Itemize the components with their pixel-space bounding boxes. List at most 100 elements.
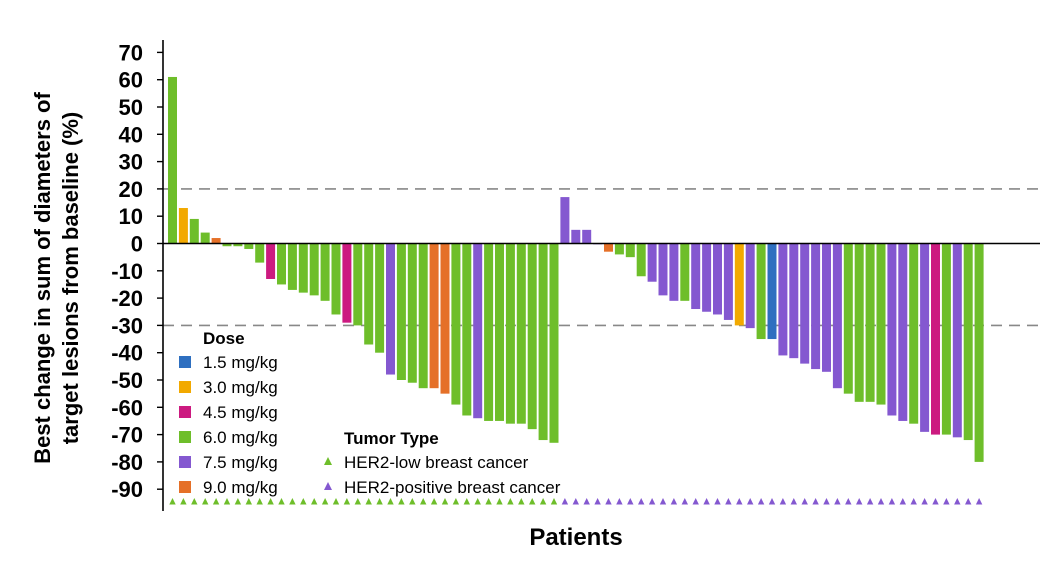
bar [898,243,908,421]
y-tick-label: -30 [111,313,143,338]
bars-group [168,76,984,462]
tumor-type-marker [169,498,176,505]
bar [342,243,352,323]
tumor-type-marker [223,498,231,505]
bar [952,243,962,438]
tumor-type-marker [681,498,688,505]
tumor-type-marker [420,498,427,505]
bar [604,243,613,252]
y-axis-label-line1: Best change in sum of diameters of [30,92,55,464]
y-tick-label: 40 [119,122,143,147]
tumor-type-marker [856,498,863,505]
bar [832,243,842,389]
bar [168,76,177,244]
bar [473,243,483,419]
tumor-type-marker [605,498,612,505]
tumor-type-marker [430,498,438,505]
y-tick-label: -10 [111,259,143,284]
tumor-type-marker [703,498,710,505]
tumor-type-marker [452,498,460,505]
y-tick-label: -40 [111,341,143,366]
bar [756,243,766,340]
tumor-type-marker [572,498,579,505]
tumor-type-marker [627,498,634,505]
tumor-type-marker [932,498,939,505]
tumor-type-marker [234,498,242,505]
tumor-type-marker [877,498,885,505]
y-tick-label: 0 [131,232,143,257]
tumor-type-markers [169,498,983,505]
dose-legend-label: 4.5 mg/kg [203,403,278,422]
tumor-legend-label: HER2-positive breast cancer [344,478,561,497]
dose-legend-label: 6.0 mg/kg [203,428,278,447]
bar [811,243,821,370]
bar [396,243,406,380]
bar [244,243,254,249]
y-axis-label-line2: target lesions from baseline (%) [58,112,83,445]
bar [222,243,232,247]
bar [255,243,265,263]
bar [571,229,581,244]
tumor-type-marker [256,498,263,505]
tumor-type-marker [441,498,449,505]
bar [484,243,494,421]
tumor-type-marker [409,498,416,505]
tumor-type-marker [202,498,209,505]
tumor-type-marker [191,498,198,505]
tumor-type-marker [812,498,819,505]
bar [266,243,276,279]
bar [614,243,624,255]
bar [582,229,592,244]
dose-legend-swatch [179,381,191,393]
tumor-type-marker [910,498,917,505]
bar [909,243,919,424]
bar [920,243,930,432]
bar [658,243,668,296]
bar [669,243,679,301]
dose-legend-swatch [179,406,191,418]
bar [309,243,319,296]
bar [495,243,504,421]
bar [636,243,646,277]
bar [287,243,297,290]
tumor-type-legend: Tumor Type HER2-low breast cancer HER2-po… [324,429,561,497]
bar [527,243,537,430]
tumor-type-marker [975,498,983,505]
tumor-type-marker [736,498,743,505]
tumor-type-marker [616,498,623,505]
x-axis-label: Patients [529,524,622,551]
bar [876,243,886,405]
dose-legend-title: Dose [203,329,245,348]
tumor-type-marker [594,498,601,505]
tumor-type-marker [965,498,972,505]
tumor-type-marker [289,498,296,505]
y-tick-label: 10 [119,204,143,229]
bar [429,243,439,389]
bar [277,243,286,285]
bar [778,243,788,356]
dose-legend: Dose 1.5 mg/kg 3.0 mg/kg 4.5 mg/kg 6.0 mg/k… [179,329,278,497]
tumor-type-marker [398,498,405,505]
tumor-type-marker [180,498,187,505]
bar [963,243,973,441]
bar [822,243,831,372]
tumor-type-marker [899,498,906,505]
bar [200,232,210,244]
bar [723,243,733,320]
bar [625,243,635,258]
dose-legend-label: 7.5 mg/kg [203,453,278,472]
tumor-type-marker [267,498,274,505]
tumor-legend-marker [324,457,332,465]
y-tick-label: -80 [111,450,143,475]
tumor-type-marker [300,498,307,505]
bar [691,243,701,310]
bar [375,243,385,353]
tumor-type-marker [747,498,754,505]
y-tick-label: 50 [119,95,143,120]
y-tick-label: 70 [119,40,143,65]
tumor-type-marker [801,498,808,505]
bar [713,243,722,315]
bar [647,243,657,282]
bar [800,243,810,364]
